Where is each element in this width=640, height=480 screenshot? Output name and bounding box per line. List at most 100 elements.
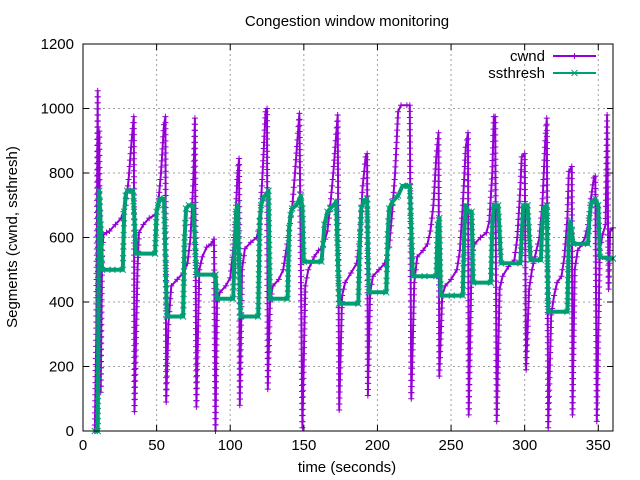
cwnd-point — [594, 381, 601, 388]
cwnd-point — [603, 148, 610, 155]
cwnd-point — [394, 120, 401, 127]
ssthresh-point — [363, 195, 371, 203]
ssthresh-point — [487, 279, 495, 287]
cwnd-point — [259, 163, 266, 170]
ssthresh-point — [544, 308, 552, 316]
cwnd-point — [495, 328, 502, 335]
ssthresh-point — [518, 223, 526, 231]
ssthresh-point — [565, 234, 573, 241]
cwnd-point — [493, 296, 500, 303]
ssthresh-point — [584, 240, 592, 248]
cwnd-point — [466, 393, 473, 400]
x-tick-label: 100 — [218, 437, 243, 454]
cwnd-point — [327, 195, 334, 202]
cwnd-point — [258, 189, 265, 196]
cwnd-point — [410, 291, 417, 298]
cwnd-point — [134, 272, 141, 279]
ssthresh-point — [595, 222, 603, 230]
cwnd-point — [437, 329, 444, 336]
cwnd-point — [543, 139, 550, 146]
cwnd-point — [593, 418, 600, 425]
cwnd-point — [126, 163, 133, 170]
cwnd-point — [515, 210, 522, 217]
ssthresh-point — [265, 219, 273, 227]
ssthresh-point — [497, 248, 504, 256]
cwnd-point — [300, 363, 307, 370]
cwnd-point — [604, 178, 611, 185]
cwnd-point — [235, 162, 242, 169]
y-tick-label: 0 — [66, 423, 74, 440]
cwnd-point — [465, 159, 472, 166]
cwnd-point — [544, 321, 551, 328]
ssthresh-point — [435, 214, 443, 222]
ssthresh-point — [460, 238, 468, 246]
cwnd-point — [334, 111, 341, 118]
cwnd-point — [545, 400, 552, 407]
cwnd-point — [494, 394, 501, 401]
ssthresh-point — [285, 244, 293, 252]
ssthresh-point — [488, 256, 495, 263]
cwnd-point — [365, 374, 372, 381]
cwnd-point — [298, 297, 305, 304]
cwnd-point — [392, 163, 399, 170]
cwnd-point — [596, 265, 603, 272]
ssthresh-point — [494, 201, 502, 209]
cwnd-point — [606, 240, 613, 247]
cwnd-point — [568, 187, 575, 194]
cwnd-point — [96, 170, 103, 177]
ssthresh-point — [94, 327, 102, 335]
cwnd-point — [496, 298, 503, 305]
cwnd-point — [338, 328, 345, 335]
ssthresh-point — [564, 297, 571, 305]
ssthresh-point — [212, 271, 219, 278]
cwnd-point — [96, 140, 103, 147]
cwnd-point — [492, 174, 499, 181]
cwnd-point — [298, 382, 305, 389]
ssthresh-point — [94, 407, 102, 415]
cwnd-point — [112, 221, 119, 228]
cwnd-point — [453, 266, 460, 273]
cwnd-point — [544, 315, 551, 322]
cwnd-point — [365, 380, 372, 387]
ssthresh-point — [95, 307, 102, 315]
ssthresh-point — [421, 272, 428, 280]
cwnd-point — [596, 284, 603, 291]
cwnd-point — [544, 181, 551, 188]
cwnd-point — [213, 305, 220, 312]
cwnd-point — [265, 367, 272, 374]
cwnd-point — [543, 145, 550, 152]
x-tick-label: 50 — [148, 437, 165, 454]
ssthresh-point — [254, 313, 262, 320]
cwnd-point — [438, 311, 445, 318]
cwnd-point — [518, 166, 525, 173]
ssthresh-point — [163, 313, 171, 320]
ssthresh-point — [319, 240, 327, 248]
cwnd-point — [264, 123, 271, 130]
ssthresh-point — [163, 302, 171, 310]
cwnd-point — [300, 381, 307, 388]
cwnd-point — [236, 197, 243, 204]
ssthresh-point — [131, 229, 139, 237]
cwnd-point — [596, 277, 603, 284]
ssthresh-point — [129, 187, 137, 195]
cwnd-point — [191, 127, 198, 134]
cwnd-point — [302, 282, 309, 289]
cwnd-point — [592, 179, 599, 186]
ssthresh-point — [334, 259, 342, 267]
cwnd-point — [604, 159, 611, 166]
cwnd-point — [465, 249, 472, 256]
cwnd-point — [467, 338, 474, 345]
cwnd-point — [558, 273, 565, 280]
cwnd-point — [162, 174, 169, 181]
cwnd-point — [299, 388, 306, 395]
cwnd-point — [435, 190, 442, 197]
ssthresh-point — [122, 192, 130, 199]
cwnd-point — [596, 259, 603, 266]
ssthresh-point — [405, 182, 412, 190]
x-tick-label: 350 — [586, 437, 611, 454]
ssthresh-point — [256, 228, 263, 236]
cwnd-point — [264, 111, 271, 118]
ssthresh-point — [95, 187, 103, 195]
ssthresh-point — [94, 417, 102, 425]
cwnd-point — [465, 291, 472, 298]
